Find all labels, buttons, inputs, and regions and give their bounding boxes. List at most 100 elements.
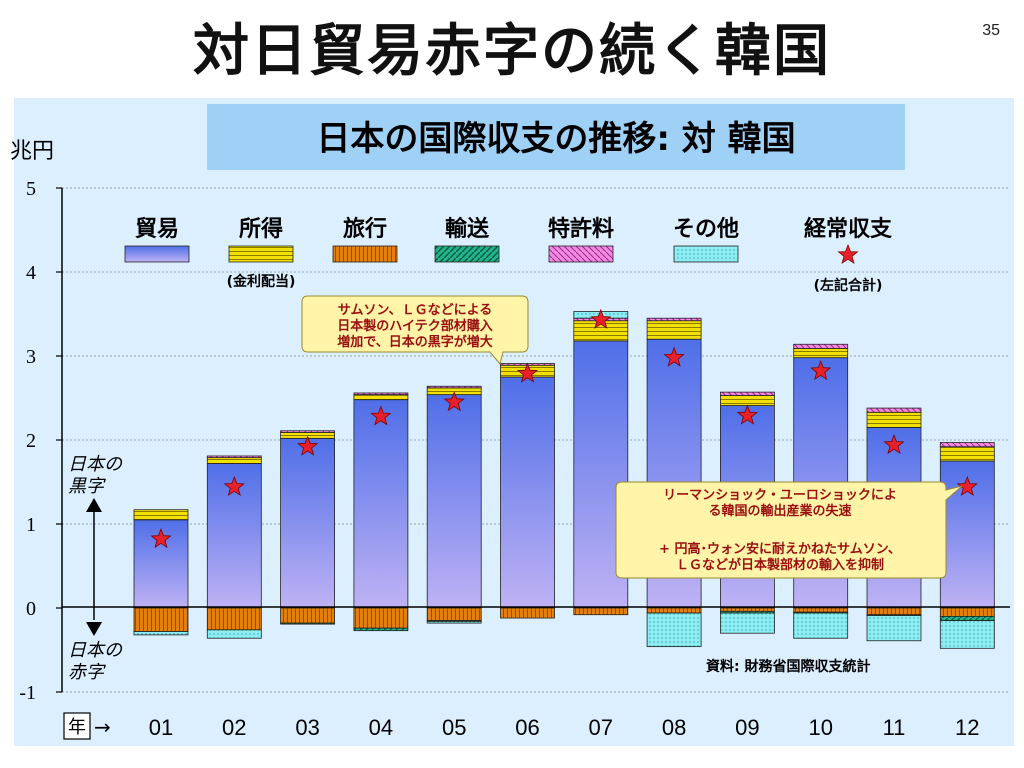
surplus-arrow-head xyxy=(86,498,102,512)
bar-旅行-02 xyxy=(206,607,262,631)
current-account-star-12 xyxy=(956,475,978,497)
x-tick-label: 02 xyxy=(222,715,246,740)
bar-旅行-03 xyxy=(280,607,336,624)
bar-所得-04 xyxy=(353,394,409,401)
bar-所得-10 xyxy=(793,348,849,359)
bar-その他-08 xyxy=(646,612,702,648)
callout-lehman: リーマンショック・ユーロショックによ る韓国の輸出産業の失速 + 円高･ウォン安… xyxy=(615,481,963,579)
bar-旅行-05 xyxy=(426,607,482,622)
y-tick-label: 2 xyxy=(26,430,36,452)
x-tick-label: 05 xyxy=(442,715,466,740)
bar-貿易-03 xyxy=(280,437,336,609)
current-account-star-05 xyxy=(443,391,465,412)
legend-swatch-輸送 xyxy=(434,245,500,263)
bar-特許料-03 xyxy=(280,430,336,433)
legend-label-その他: その他 xyxy=(673,217,739,242)
legend-note-所得: (金利配当) xyxy=(227,273,296,290)
current-account-star-04 xyxy=(370,405,392,426)
svg-text:リーマンショック・ユーロショックによ: リーマンショック・ユーロショックによ xyxy=(663,488,897,503)
legend-swatch-貿易 xyxy=(124,245,190,263)
bar-所得-08 xyxy=(646,320,702,340)
bar-その他-01 xyxy=(133,631,189,636)
current-account-star-08 xyxy=(663,346,685,367)
bar-旅行-06 xyxy=(500,607,555,619)
deficit-label-line1: 日本の xyxy=(68,640,123,661)
current-account-star-06 xyxy=(516,362,539,383)
y-tick-label: 0 xyxy=(26,598,36,620)
x-tick-label: 10 xyxy=(808,715,832,740)
bar-所得-11 xyxy=(866,411,922,428)
bar-輸送-12 xyxy=(939,616,995,622)
x-tick-label: 07 xyxy=(589,715,613,740)
bar-所得-09 xyxy=(720,395,775,406)
bar-その他-11 xyxy=(866,615,922,642)
current-account-star-11 xyxy=(883,433,905,455)
y-tick-label: 5 xyxy=(26,178,36,200)
bar-特許料-09 xyxy=(720,391,775,396)
bar-その他-12 xyxy=(939,620,995,649)
bar-旅行-12 xyxy=(939,607,995,617)
legend-label-所得: 所得 xyxy=(239,216,283,242)
bar-旅行-04 xyxy=(353,607,409,629)
current-account-star-10 xyxy=(810,359,832,381)
bar-その他-02 xyxy=(206,629,262,639)
bar-貿易-04 xyxy=(353,399,409,609)
bar-輸送-04 xyxy=(353,627,409,632)
svg-text:+ 円高･ウォン安に耐えかねたサムソン、: + 円高･ウォン安に耐えかねたサムソン、 xyxy=(659,541,901,557)
current-account-star-02 xyxy=(223,475,245,497)
bar-旅行-07 xyxy=(573,607,629,616)
legend-label-貿易: 貿易 xyxy=(135,217,179,242)
legend-label-輸送: 輸送 xyxy=(445,216,489,242)
deficit-label-line2: 赤字 xyxy=(68,662,106,683)
current-account-star-01 xyxy=(150,527,172,549)
chart-title-banner xyxy=(207,104,905,170)
bar-特許料-10 xyxy=(793,343,849,349)
y-tick-label: -1 xyxy=(19,682,36,704)
page-number: 35 xyxy=(982,22,1000,39)
bar-所得-01 xyxy=(133,509,189,521)
bar-特許料-02 xyxy=(206,455,262,459)
legend-label-旅行: 旅行 xyxy=(343,216,387,242)
legend-label-特許料: 特許料 xyxy=(548,216,614,242)
bar-所得-02 xyxy=(206,457,262,464)
legend-swatch-その他 xyxy=(673,245,739,263)
bar-旅行-08 xyxy=(646,607,702,614)
bar-その他-09 xyxy=(720,612,775,634)
legend-note-current-account: (左記合計) xyxy=(814,277,883,294)
x-axis-label: 年 xyxy=(68,717,86,738)
deficit-arrow-head xyxy=(86,622,102,636)
x-axis-arrow: → xyxy=(94,715,111,739)
svg-text:増加で、日本の黒字が増大: 増加で、日本の黒字が増大 xyxy=(337,334,492,350)
bar-その他-10 xyxy=(793,612,849,639)
y-tick-label: 4 xyxy=(26,262,36,284)
bar-特許料-11 xyxy=(866,407,922,413)
svg-text:サムソン、ＬＧなどによる: サムソン、ＬＧなどによる xyxy=(338,303,493,318)
x-tick-label: 06 xyxy=(515,715,539,740)
bar-旅行-10 xyxy=(793,607,849,613)
bar-貿易-05 xyxy=(426,394,482,609)
legend-swatch-旅行 xyxy=(332,245,398,263)
x-tick-label: 12 xyxy=(955,715,979,740)
legend-star-current-account xyxy=(837,243,859,265)
bar-旅行-11 xyxy=(866,607,922,616)
y-tick-label: 3 xyxy=(26,346,36,368)
legend-swatch-特許料 xyxy=(548,245,614,263)
bar-旅行-01 xyxy=(133,607,189,632)
x-tick-label: 01 xyxy=(149,715,173,740)
y-tick-label: 1 xyxy=(26,514,36,536)
source-note: 資料: 財務省国際収支統計 xyxy=(706,658,870,675)
x-tick-label: 09 xyxy=(735,715,759,740)
bar-特許料-04 xyxy=(353,392,409,396)
bar-貿易-06 xyxy=(500,376,555,609)
surplus-label-line2: 黒字 xyxy=(68,476,106,497)
legend-swatch-所得 xyxy=(228,245,294,263)
bar-特許料-12 xyxy=(939,442,995,448)
current-account-star-09 xyxy=(736,404,758,425)
legend-label-current-account: 経常収支 xyxy=(804,216,893,242)
svg-text:る韓国の輸出産業の失速: る韓国の輸出産業の失速 xyxy=(708,503,851,519)
x-tick-label: 03 xyxy=(295,715,319,740)
svg-text:日本製のハイテク部材購入: 日本製のハイテク部材購入 xyxy=(337,318,492,334)
x-tick-label: 08 xyxy=(662,715,686,740)
bar-輸送-03 xyxy=(280,622,336,625)
